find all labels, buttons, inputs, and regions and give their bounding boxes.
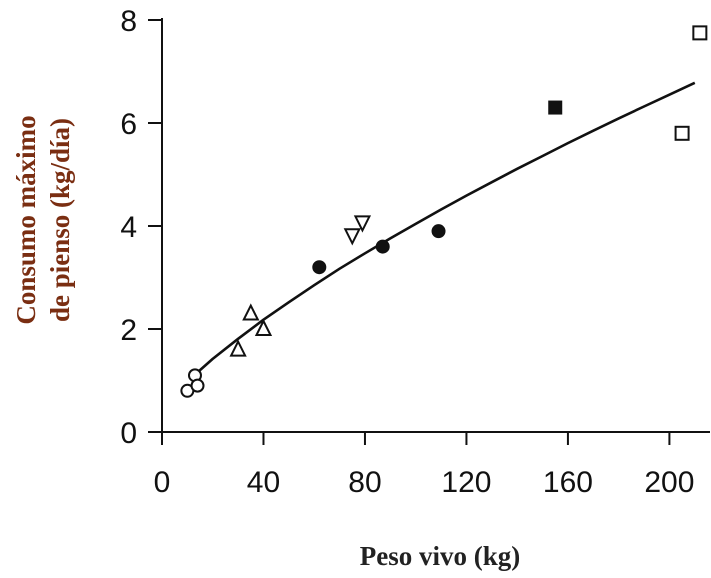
y-axis-title-line-1: Consumo máximo: [11, 115, 41, 324]
data-points: [180, 25, 708, 398]
x-tick-label: 200: [644, 466, 694, 499]
fit-curve-layer: [191, 81, 696, 378]
y-tick-label: 4: [120, 211, 137, 244]
data-point-filled-square: [548, 100, 563, 115]
data-point-filled-circle: [431, 224, 446, 239]
y-tick-label: 2: [120, 314, 137, 347]
data-point-filled-circle: [312, 260, 327, 275]
y-tick-label: 0: [120, 417, 137, 450]
data-point-open-triangle-up: [254, 318, 273, 336]
y-tick-label: 6: [120, 108, 137, 141]
x-tick-label: 40: [247, 466, 280, 499]
data-point-open-triangle-down: [353, 215, 372, 233]
x-tick-label: 80: [348, 466, 381, 499]
x-tick-label: 0: [154, 466, 171, 499]
x-axis-title: Peso vivo (kg): [360, 541, 520, 571]
x-tick-label: 120: [441, 466, 491, 499]
data-point-open-square: [692, 25, 708, 41]
data-point-open-triangle-down: [343, 228, 361, 246]
y-tick-label: 8: [120, 5, 137, 38]
y-axis-title-line-2: de pienso (kg/día): [45, 118, 75, 322]
data-point-open-circle: [190, 378, 205, 393]
fit-curve: [191, 81, 696, 378]
x-tick-label: 160: [543, 466, 593, 499]
data-point-filled-circle: [375, 239, 390, 254]
data-point-open-square: [674, 125, 690, 141]
data-point-open-triangle-up: [229, 339, 247, 357]
data-point-open-triangle-up: [242, 303, 260, 321]
